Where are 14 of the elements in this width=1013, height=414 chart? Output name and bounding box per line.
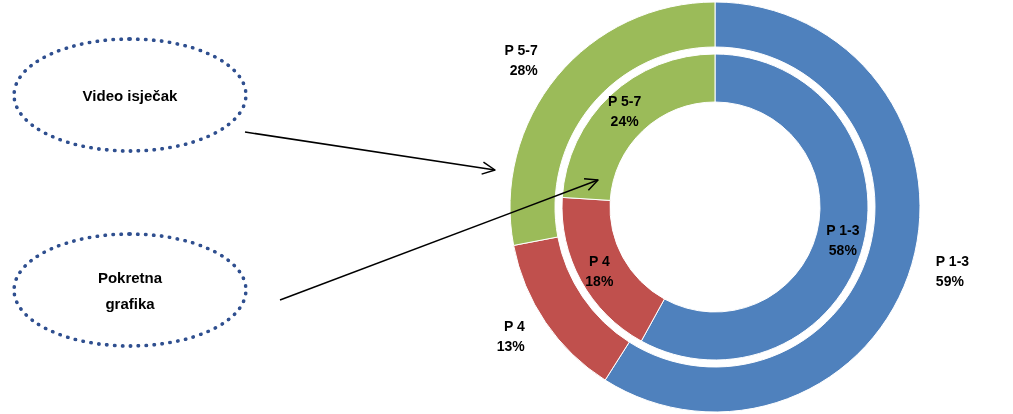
slice-label: P 5-7	[504, 42, 538, 59]
data-label: 28%	[509, 62, 539, 79]
data-label: 59%	[935, 273, 965, 290]
data-label: 18%	[585, 272, 614, 289]
data-label: 24%	[610, 112, 640, 129]
data-label: 58%	[828, 241, 858, 258]
data-label: 13%	[496, 338, 526, 355]
text: Video isječak	[82, 86, 179, 104]
slice-label: P 5-7	[608, 92, 642, 109]
slice-label: P 1-3	[935, 253, 970, 270]
slice-label: P 4	[504, 318, 525, 335]
slice-label: P 4	[588, 252, 610, 269]
text: Pokretna grafika	[97, 268, 163, 312]
slice-label: P 1-3	[826, 221, 860, 238]
